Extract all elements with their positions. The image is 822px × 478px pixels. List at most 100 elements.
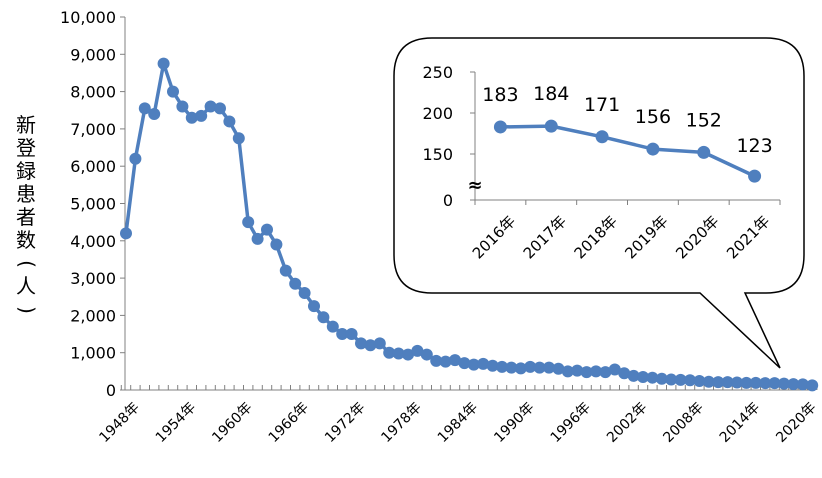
y-tick-label: 5,000 bbox=[70, 195, 116, 214]
y-axis-label-char: 数 bbox=[16, 228, 36, 252]
data-point bbox=[787, 378, 800, 391]
y-tick-label: 1,000 bbox=[70, 344, 116, 363]
inset-data-label: 156 bbox=[635, 106, 671, 128]
data-point bbox=[514, 362, 527, 375]
x-tick-label: 1978年 bbox=[378, 400, 424, 446]
y-axis-label-char: ( bbox=[15, 260, 39, 268]
data-point bbox=[702, 375, 715, 388]
data-point bbox=[712, 376, 725, 389]
y-axis-label-char: 患 bbox=[16, 182, 36, 206]
inset-y-tick-label: 150 bbox=[422, 145, 453, 164]
data-point bbox=[467, 358, 480, 371]
data-point bbox=[420, 348, 433, 361]
data-point bbox=[740, 376, 753, 389]
data-point bbox=[261, 223, 273, 236]
inset-data-point bbox=[748, 169, 762, 183]
data-point bbox=[411, 344, 424, 357]
data-point bbox=[458, 357, 471, 370]
data-point bbox=[298, 287, 311, 300]
data-point bbox=[223, 115, 236, 128]
data-point bbox=[590, 365, 602, 378]
data-point bbox=[355, 337, 367, 350]
data-point bbox=[176, 100, 189, 113]
data-point bbox=[637, 370, 649, 383]
data-point bbox=[749, 376, 762, 389]
inset-data-point bbox=[595, 130, 609, 144]
y-axis-label-char: 者 bbox=[16, 205, 36, 229]
inset-y-tick-label: 250 bbox=[422, 63, 453, 82]
data-point bbox=[214, 102, 226, 115]
data-point bbox=[392, 347, 405, 360]
data-point bbox=[364, 339, 377, 352]
data-point bbox=[571, 364, 584, 377]
data-point bbox=[655, 372, 668, 385]
data-point bbox=[336, 328, 349, 341]
data-point bbox=[317, 311, 330, 324]
data-point bbox=[270, 238, 283, 251]
x-tick-label: 1972年 bbox=[322, 400, 368, 446]
y-tick-label: 3,000 bbox=[70, 269, 116, 288]
y-tick-label: 8,000 bbox=[70, 83, 116, 102]
data-point bbox=[768, 377, 781, 390]
inset-data-label: 183 bbox=[482, 84, 518, 106]
data-point bbox=[138, 102, 151, 115]
data-point bbox=[232, 132, 245, 145]
x-tick-label: 1966年 bbox=[266, 400, 312, 446]
data-point bbox=[674, 373, 687, 386]
inset-data-label: 171 bbox=[584, 94, 620, 116]
main-axes bbox=[120, 16, 818, 391]
y-tick-label: 9,000 bbox=[70, 45, 116, 64]
y-tick-label: 6,000 bbox=[70, 157, 116, 176]
y-tick-label: 10,000 bbox=[60, 8, 116, 27]
data-point bbox=[778, 377, 790, 390]
data-point bbox=[120, 227, 132, 240]
data-point bbox=[759, 377, 772, 390]
data-point bbox=[646, 371, 659, 384]
data-point bbox=[373, 337, 386, 350]
data-point bbox=[430, 354, 443, 367]
data-point bbox=[693, 375, 706, 388]
data-point bbox=[345, 328, 358, 341]
data-point bbox=[505, 361, 518, 374]
x-tick-labels: 1948年 1954年 1960年 1966年 1972年 1978年 1984年 1990年… bbox=[96, 400, 819, 446]
data-point bbox=[129, 152, 142, 165]
data-point bbox=[721, 376, 734, 389]
y-axis-label-char: 新 bbox=[16, 113, 36, 137]
data-point bbox=[251, 232, 264, 245]
data-point bbox=[157, 57, 170, 70]
x-tick-label: 2014年 bbox=[717, 400, 763, 446]
x-tick-label: 2002年 bbox=[604, 400, 650, 446]
data-point bbox=[308, 300, 320, 313]
callout-bubble bbox=[393, 37, 805, 369]
y-axis-label-char: ) bbox=[15, 306, 39, 314]
x-tick-label: 1984年 bbox=[435, 400, 481, 446]
data-point bbox=[195, 109, 208, 122]
data-point bbox=[383, 346, 396, 359]
x-tick-label: 1948年 bbox=[96, 400, 142, 446]
y-tick-label: 2,000 bbox=[70, 306, 116, 325]
data-point bbox=[533, 361, 546, 374]
data-point bbox=[796, 378, 809, 391]
x-tick-label: 2020年 bbox=[773, 400, 819, 446]
data-point bbox=[449, 354, 461, 367]
inset-data-label: 152 bbox=[686, 109, 722, 131]
data-point bbox=[204, 100, 217, 113]
inset-data-label: 184 bbox=[533, 83, 569, 105]
x-tick-label: 1990年 bbox=[491, 400, 537, 446]
inset-y-tick-label: 0 bbox=[443, 191, 453, 210]
data-point bbox=[496, 360, 508, 373]
y-axis-label-char: 人 bbox=[16, 274, 36, 298]
data-point bbox=[242, 216, 255, 229]
data-point bbox=[561, 365, 574, 378]
data-point bbox=[684, 374, 696, 387]
data-point bbox=[402, 348, 414, 361]
inset-y-tick-label: 200 bbox=[422, 104, 453, 123]
y-tick-label: 4,000 bbox=[70, 232, 116, 251]
y-axis-label-char: 登 bbox=[16, 136, 36, 160]
y-tick-label: 7,000 bbox=[70, 120, 116, 139]
data-point bbox=[524, 360, 537, 373]
